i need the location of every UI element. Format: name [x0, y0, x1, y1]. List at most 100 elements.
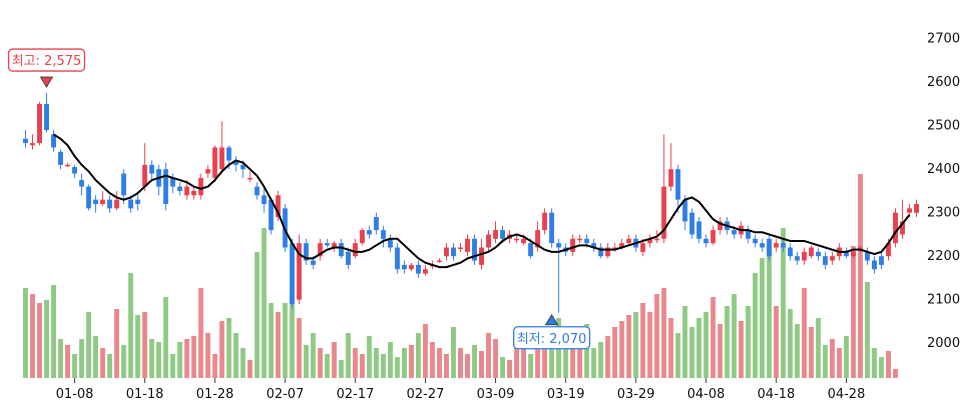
high-annotation: 최고: 2,575 [7, 48, 86, 88]
candle-body [394, 247, 400, 270]
candle-body [387, 238, 393, 248]
candle-body [317, 243, 323, 257]
candle-body [654, 238, 660, 241]
volume-bar [191, 336, 197, 378]
x-tick-label: 02-07 [266, 387, 304, 402]
candle-body [373, 217, 379, 231]
volume-bar [738, 321, 744, 378]
candle-body [233, 160, 239, 165]
candle-body [121, 173, 127, 196]
candle-body [219, 147, 225, 170]
candle-body [759, 243, 765, 248]
volume-bar [247, 360, 253, 378]
volume-bar [633, 312, 639, 378]
candle-body [822, 256, 828, 265]
candle-body [170, 177, 176, 187]
candle-body [535, 230, 541, 248]
candle-body [731, 230, 737, 235]
candle-body [556, 243, 562, 248]
candle-body [212, 147, 218, 178]
low-marker-icon [544, 313, 559, 326]
y-tick-label: 2500 [927, 119, 960, 134]
volume-bar [219, 321, 225, 378]
volume-bar [850, 246, 856, 378]
volume-bar [65, 345, 71, 378]
volume-bar [773, 306, 779, 378]
candle-body [345, 251, 351, 265]
volume-bar [759, 258, 765, 378]
volume-bar [240, 348, 246, 378]
volume-bar [598, 342, 604, 378]
candle-body [443, 247, 449, 257]
candle-body [514, 238, 520, 241]
candle-body [163, 169, 169, 204]
y-tick-label: 2000 [927, 336, 960, 351]
volume-bar [535, 345, 541, 378]
volume-bar [647, 312, 653, 378]
volume-bar [107, 354, 113, 378]
volume-bar [780, 228, 786, 378]
candle-body [668, 169, 674, 187]
volume-bar [836, 348, 842, 378]
candle-body [254, 186, 260, 196]
candle-body [451, 247, 456, 257]
volume-bar [205, 333, 211, 378]
candle-body [268, 199, 274, 231]
candle-body [289, 243, 295, 305]
candle-body [352, 243, 358, 257]
volume-bar [871, 348, 877, 378]
candle-body [703, 238, 709, 244]
volume-bar [577, 339, 583, 378]
volume-bar [710, 297, 716, 378]
volume-bar [317, 348, 323, 378]
volume-bar [507, 360, 513, 378]
candle-body [296, 243, 302, 300]
volume-bar [408, 345, 414, 378]
candle-body [528, 243, 534, 257]
x-tick-label: 03-29 [617, 387, 655, 402]
candle-body [752, 238, 758, 244]
volume-bar [864, 282, 870, 378]
volume-bar [261, 228, 267, 378]
volume-bar [493, 339, 499, 378]
candle-body [675, 169, 681, 200]
candle-body [422, 269, 428, 274]
volume-bar [451, 327, 456, 378]
volume-bar [787, 309, 793, 378]
volume-bar [394, 357, 400, 378]
y-tick-label: 2300 [927, 206, 960, 221]
candle-body [191, 190, 197, 196]
candle-body [787, 247, 793, 257]
candle-body [205, 169, 211, 174]
volume-bar [563, 333, 569, 378]
volume-bar [472, 345, 477, 378]
y-tick-label: 2600 [927, 75, 960, 90]
volume-bar [801, 288, 807, 378]
volume-bar [212, 354, 218, 378]
x-tick-label: 03-19 [547, 387, 585, 402]
volume-bar [23, 288, 28, 378]
candle-body [65, 164, 71, 167]
candle-body [177, 186, 183, 191]
volume-bar [843, 336, 849, 378]
volume-bar [324, 354, 330, 378]
volume-bar [668, 318, 674, 378]
candle-body [605, 247, 611, 257]
volume-bar [345, 333, 351, 378]
high-label-box [7, 48, 86, 72]
candle-body [493, 230, 499, 239]
candle-body [626, 238, 632, 244]
volume-bar [654, 294, 660, 378]
x-tick-label: 04-18 [757, 387, 795, 402]
candle-body [591, 243, 597, 248]
candle-body [661, 186, 667, 239]
volume-bar [30, 294, 35, 378]
candle-body [275, 195, 281, 218]
volume-bar [486, 333, 491, 378]
volume-bar [689, 327, 695, 378]
volume-bar [198, 288, 204, 378]
candle-body [612, 247, 618, 249]
volume-bar [745, 306, 751, 378]
candle-body [885, 243, 891, 257]
volume-bar [93, 336, 99, 378]
